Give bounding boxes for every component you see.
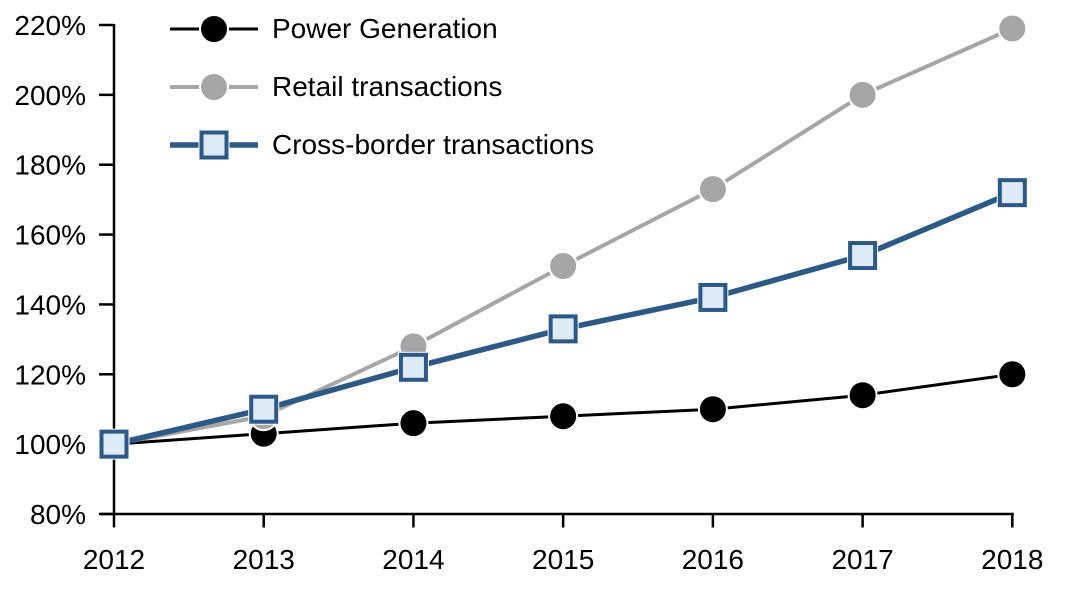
x-axis-tick-label: 2018 [981,544,1043,575]
data-point-marker [199,14,229,44]
y-axis-tick-label: 80% [30,499,86,530]
y-axis-tick-label: 200% [14,80,86,111]
legend-label-retail-transactions: Retail transactions [272,71,503,102]
legend-marker-power-generation [170,14,258,44]
data-point-marker [847,79,878,110]
data-point-marker [848,241,878,271]
legend-item-retail-transactions: Retail transactions [168,67,502,107]
data-point-marker [997,13,1028,44]
legend-marker-cross-border-transactions [170,129,258,161]
data-point-marker [99,429,129,459]
legend-label-cross-border-transactions: Cross-border transactions [272,129,595,160]
x-axis-tick-label: 2017 [831,544,893,575]
data-point-marker [697,394,728,425]
data-point-marker [997,359,1028,390]
legend-label-power-generation: Power Generation [272,13,498,44]
data-point-marker [997,178,1027,208]
data-point-marker [398,352,428,382]
data-point-marker [697,174,728,205]
y-axis-tick-label: 160% [14,220,86,251]
legend-marker-retail-transactions [170,72,258,102]
data-point-marker [548,401,579,432]
x-axis-tick-label: 2013 [233,544,295,575]
y-axis-tick-label: 100% [14,429,86,460]
data-point-marker [199,130,229,160]
data-point-marker [548,251,579,282]
x-axis-tick-label: 2015 [532,544,594,575]
x-axis-tick-label: 2014 [382,544,444,575]
data-point-marker [398,408,429,439]
data-point-marker [249,394,279,424]
data-point-marker [698,282,728,312]
y-axis-tick-label: 180% [14,150,86,181]
legend-item-power-generation: Power Generation [168,9,498,49]
legend-item-cross-border-transactions: Cross-border transactions [168,125,594,165]
y-axis-tick-label: 220% [14,10,86,41]
data-point-marker [847,380,878,411]
x-axis-tick-label: 2016 [682,544,744,575]
data-point-marker [199,72,229,102]
data-point-marker [548,314,578,344]
y-axis-tick-label: 140% [14,289,86,320]
y-axis-tick-label: 120% [14,359,86,390]
x-axis-tick-label: 2012 [83,544,145,575]
